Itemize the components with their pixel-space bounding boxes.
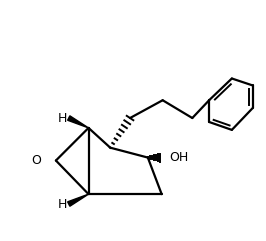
Text: H: H: [57, 198, 67, 211]
Text: OH: OH: [169, 151, 189, 164]
Text: H: H: [57, 112, 67, 125]
Polygon shape: [68, 116, 89, 128]
Text: O: O: [31, 154, 41, 167]
Polygon shape: [68, 194, 89, 206]
